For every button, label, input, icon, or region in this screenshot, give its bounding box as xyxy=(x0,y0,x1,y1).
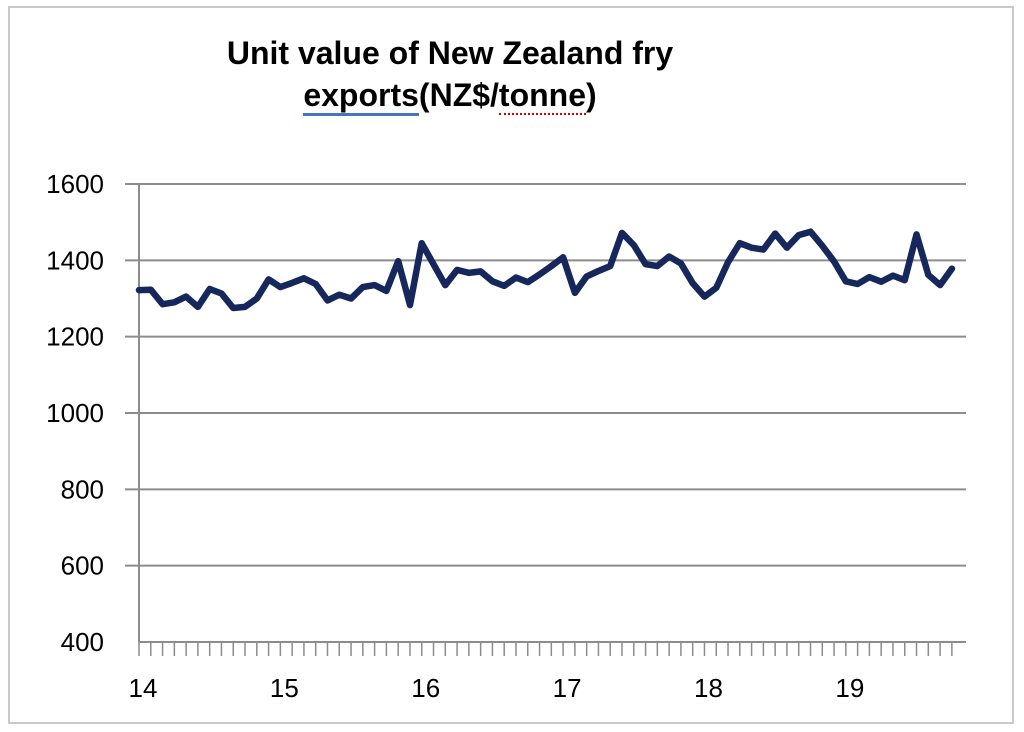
title-segment-unit: (NZ$/ xyxy=(418,77,499,113)
title-close-paren: ) xyxy=(586,77,597,113)
y-tick-label-1400: 1400 xyxy=(46,245,104,275)
x-axis xyxy=(138,641,966,656)
series-line-0 xyxy=(135,228,956,312)
y-tick-labels: 400 600 800 1000 1200 1400 1600 xyxy=(46,169,104,657)
y-tick-label-1000: 1000 xyxy=(46,398,104,428)
x-tick-labels: 14 15 16 17 18 19 xyxy=(129,673,865,703)
title-word-tonne: tonne xyxy=(498,77,587,115)
x-tick-label-18: 18 xyxy=(694,673,723,703)
title-line1-text: Unit value of New Zealand fry xyxy=(226,35,674,71)
y-tick-label-400: 400 xyxy=(61,627,104,657)
chart-title-line2: exports(NZ$/tonne) xyxy=(150,76,750,116)
x-tick-label-17: 17 xyxy=(553,673,582,703)
gridlines xyxy=(125,183,966,642)
chart-title-line1: Unit value of New Zealand fry xyxy=(150,34,750,72)
x-tick-label-16: 16 xyxy=(411,673,440,703)
y-tick-label-800: 800 xyxy=(61,474,104,504)
y-tick-label-1600: 1600 xyxy=(46,169,104,199)
series-layer xyxy=(135,228,956,312)
x-tick-label-19: 19 xyxy=(835,673,864,703)
title-word-exports: exports xyxy=(303,77,419,116)
x-tick-label-15: 15 xyxy=(270,673,299,703)
chart-frame xyxy=(8,6,1014,724)
y-tick-label-1200: 1200 xyxy=(46,322,104,352)
y-tick-label-600: 600 xyxy=(61,551,104,581)
x-tick-label-14: 14 xyxy=(129,673,158,703)
